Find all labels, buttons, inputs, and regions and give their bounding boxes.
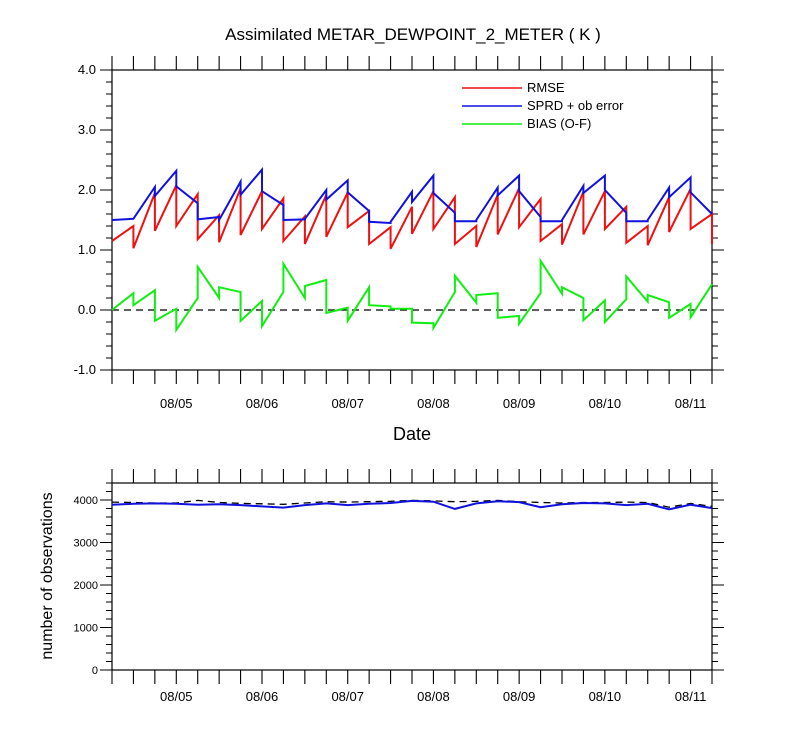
x-tick-label: 08/09 [503, 689, 536, 704]
plot-frame [111, 482, 713, 671]
x-tick-label: 08/07 [331, 689, 364, 704]
y-tick-label: 0 [92, 665, 98, 677]
legend-label: RMSE [527, 80, 565, 95]
y-tick-label: 1.0 [78, 242, 96, 257]
top-chart: Assimilated METAR_DEWPOINT_2_METER ( K )… [74, 25, 724, 444]
x-tick-label: 08/10 [589, 396, 622, 411]
rmse-line [111, 184, 713, 250]
legend-label: BIAS (O-F) [527, 116, 591, 131]
x-tick-label: 08/09 [503, 396, 536, 411]
x-tick-label: 08/10 [589, 689, 622, 704]
x-tick-label: 08/07 [331, 396, 364, 411]
x-tick-label: 08/05 [160, 689, 193, 704]
legend-item-bias: BIAS (O-F) [462, 116, 591, 131]
x-tick-label: 08/08 [417, 396, 450, 411]
legend-item-sprd: SPRD + ob error [462, 98, 624, 113]
obs-assimilated-line [111, 499, 713, 511]
y-tick-label: 2000 [74, 580, 98, 592]
bias-line [111, 257, 713, 334]
y-tick-label: 3000 [74, 538, 98, 550]
bottom-plot-area: 08/05 08/06 08/07 08/08 08/09 08/10 08/11 0 1000… [74, 469, 724, 704]
sprd-line [111, 166, 713, 225]
y-tick-label: 3.0 [78, 122, 96, 137]
y-tick-label: 2.0 [78, 182, 96, 197]
top-plot-area: 08/05 08/06 08/07 08/08 08/09 08/10 08/11 -1.0 0… [74, 56, 724, 411]
y-tick-label: -1.0 [74, 362, 96, 377]
bottom-chart: 08/05 08/06 08/07 08/08 08/09 08/10 08/11 0 1000… [39, 469, 724, 704]
x-tick-label: 08/11 [675, 396, 707, 411]
y-axis-label: number of observations [39, 492, 56, 659]
x-tick-label: 08/06 [246, 396, 279, 411]
y-tick-label: 4.0 [78, 62, 96, 77]
y-tick-label: 4000 [74, 495, 98, 507]
y-tick-label: 0.0 [78, 302, 96, 317]
x-tick-label: 08/11 [675, 689, 707, 704]
x-tick-label: 08/05 [160, 396, 193, 411]
x-axis-label: Date [393, 424, 431, 444]
x-tick-label: 08/06 [246, 689, 279, 704]
legend-item-rmse: RMSE [462, 80, 565, 95]
chart-title: Assimilated METAR_DEWPOINT_2_METER ( K ) [225, 25, 601, 44]
legend-label: SPRD + ob error [527, 98, 624, 113]
x-tick-label: 08/08 [417, 689, 450, 704]
y-tick-label: 1000 [74, 623, 98, 635]
